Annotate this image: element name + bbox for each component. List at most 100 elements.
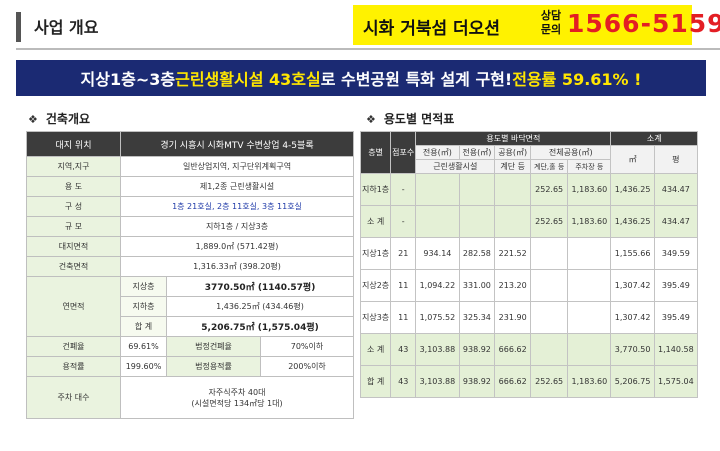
col-sqm: ㎡ [610, 145, 655, 174]
cell-floor: 지상2층 [359, 269, 392, 302]
cell-machine [530, 237, 569, 270]
parking-value-line1: 자주식주차 40대 [208, 387, 266, 397]
col-neighborhood: 근린생활시설 [415, 159, 496, 174]
cell-exclusive: 3,103.88 [415, 333, 460, 366]
cell-stairs: 213.20 [494, 269, 532, 302]
table-row: 주차 대수 자주식주차 40대 (시설면적당 134㎡당 1대) [26, 376, 354, 419]
building-overview-heading: ❖ 건축개요 [28, 110, 90, 127]
far-legal-value: 200%이하 [260, 356, 354, 377]
config-value: 1층 21호실, 2층 11호실, 3층 11호실 [120, 196, 354, 217]
cell-exclusive [415, 173, 460, 206]
page-title: 사업 개요 [34, 18, 99, 37]
cell-exclusive: 3,103.88 [415, 365, 460, 398]
cell-machine: 252.65 [530, 205, 569, 238]
consult-label: 상담 문의 [538, 9, 564, 37]
cell-parking: 1,183.60 [567, 365, 612, 398]
zone-value: 일반상업지역, 지구단위계획구역 [120, 156, 354, 177]
contact-box[interactable]: 시화 거북섬 더오션 상담 문의 1566-5159 [353, 5, 720, 45]
cell-floor: 소 계 [359, 205, 392, 238]
table-row: 연면적 지상층 3770.50㎡ (1140.57평) [26, 276, 354, 337]
table-header-row: 근린생활시설 계단 등 계단,홀 등 주차장 등 [361, 159, 698, 174]
table-row: 지하층 1,436.25㎡ (434.46평) [27, 296, 354, 317]
cell-sqm: 1,307.42 [610, 269, 655, 302]
cell-pyeong: 434.47 [653, 205, 699, 238]
above-ground-value: 3770.50㎡ (1140.57평) [166, 276, 354, 297]
table-row: 합 계 5,206.75㎡ (1,575.04평) [27, 316, 354, 337]
table-row: 지하1층 - 252.65 1,183.60 1,436.25 434.47 [359, 173, 699, 206]
col-pyeong: 평 [653, 145, 699, 174]
bcr-label: 건폐율 [26, 336, 121, 357]
site-area-label: 대지면적 [26, 236, 121, 257]
site-location-label: 대지 위치 [26, 131, 121, 157]
table-row: 소 계 43 3,103.88 938.92 666.62 3,770.50 1,140.5… [359, 333, 699, 366]
floor-area-label: 연면적 [26, 276, 121, 337]
phone-number[interactable]: 1566-5159 [567, 9, 720, 38]
area-table-body: 지하1층 -252.65 1,183.60 1,436.25 434.47 소 계 -252… [359, 173, 699, 398]
parking-value-line2: (시설면적당 134㎡당 1대) [191, 398, 283, 408]
cell-common [458, 205, 496, 238]
cell-floor: 합 계 [359, 365, 392, 398]
col-common: 전용(㎡) [458, 145, 496, 160]
cell-units: 43 [390, 333, 417, 366]
col-other-common: 전체공용(㎡) [530, 145, 612, 160]
cell-exclusive [415, 205, 460, 238]
building-area-value: 1,316.33㎡ (398.20평) [120, 256, 354, 277]
col-machine: 계단,홀 등 [530, 159, 569, 174]
scale-label: 규 모 [26, 216, 121, 237]
bcr-value: 69.61% [120, 336, 167, 357]
table-row: 지상2층 11 1,094.22 331.00 213.20 1,307.42 395.49 [359, 269, 699, 302]
table-row: 규 모 지하1층 / 지상3층 [26, 216, 354, 237]
cell-parking: 1,183.60 [567, 173, 612, 206]
total-floor-label: 합 계 [120, 316, 167, 337]
site-location-value: 경기 시흥시 시화MTV 수변상업 4-5블록 [120, 131, 354, 157]
table-row: 지상3층 11 1,075.52 325.34 231.90 1,307.42 395.49 [359, 301, 699, 334]
table-header-row: 전용(㎡) 전용(㎡) 공용(㎡) 전체공용(㎡) ㎡ 평 [361, 145, 699, 174]
cell-stairs [494, 205, 532, 238]
cell-common: 325.34 [458, 301, 496, 334]
cell-stairs [494, 173, 532, 206]
cell-sqm: 1,307.42 [610, 301, 655, 334]
zone-label: 지역,지구 [26, 156, 121, 177]
area-table-title: 용도별 면적표 [383, 112, 455, 126]
col-units: 점포수 [390, 131, 417, 174]
table-row: 용 도 제1,2종 근린생활시설 [26, 176, 354, 197]
area-table-heading: ❖ 용도별 면적표 [366, 110, 454, 127]
cell-common [458, 173, 496, 206]
cell-stairs: 666.62 [494, 365, 532, 398]
col-subtotal: 소계 [610, 131, 698, 146]
cell-units: 21 [390, 237, 417, 270]
cell-parking [567, 333, 612, 366]
cell-sqm: 5,206.75 [610, 365, 655, 398]
bcr-legal-label: 법정건폐율 [166, 336, 261, 357]
table-row: 지상1층 21 934.14 282.58 221.52 1,155.66 349.59 [359, 237, 699, 270]
table-row: 구 성 1층 21호실, 2층 11호실, 3층 11호실 [26, 196, 354, 217]
below-ground-label: 지하층 [120, 296, 167, 317]
table-header-row: 층별 점포수 용도별 바닥면적 소계 [359, 131, 698, 174]
col-floor-area: 용도별 바닥면적 [415, 131, 612, 146]
cell-pyeong: 349.59 [653, 237, 699, 270]
cell-parking [567, 301, 612, 334]
cell-pyeong: 1,575.04 [653, 365, 699, 398]
above-ground-label: 지상층 [120, 276, 167, 297]
cell-units: - [390, 173, 417, 206]
cell-exclusive: 1,094.22 [415, 269, 460, 302]
banner-text-4: 전용률 59.61% ! [512, 70, 642, 89]
cell-stairs: 666.62 [494, 333, 532, 366]
cell-common: 331.00 [458, 269, 496, 302]
config-label: 구 성 [26, 196, 121, 217]
table-row: 건축면적 1,316.33㎡ (398.20평) [26, 256, 354, 277]
parking-label: 주차 대수 [26, 376, 121, 419]
far-label: 용적률 [26, 356, 121, 377]
far-value: 199.60% [120, 356, 167, 377]
table-row: 용적률 199.60% 법정용적률 200%이하 [26, 356, 354, 377]
banner-text-3: 로 수변공원 특화 설계 구현! [320, 70, 513, 89]
cell-machine [530, 333, 569, 366]
cell-machine: 252.65 [530, 365, 569, 398]
use-value: 제1,2종 근린생활시설 [120, 176, 354, 197]
cell-sqm: 1,155.66 [610, 237, 655, 270]
building-overview-table: 대지 위치 경기 시흥시 시화MTV 수변상업 4-5블록 지역,지구 일반상업… [26, 131, 354, 419]
table-row: 소 계 - 252.65 1,183.60 1,436.25 434.47 [359, 205, 699, 238]
cell-units: 11 [390, 269, 417, 302]
cell-sqm: 1,436.25 [610, 205, 655, 238]
cell-machine [530, 269, 569, 302]
